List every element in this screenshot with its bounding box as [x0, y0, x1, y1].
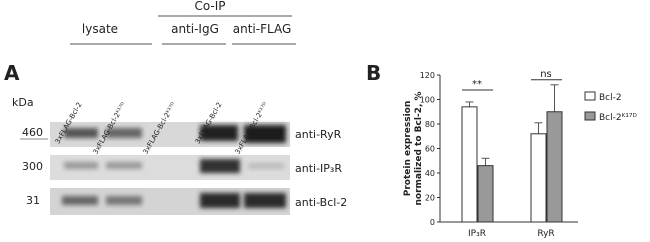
band	[200, 159, 240, 173]
group-label: anti-FLAG	[233, 22, 292, 36]
legend-swatch	[584, 91, 596, 101]
bar	[530, 133, 547, 223]
marker-label: 460	[22, 126, 43, 139]
band	[248, 163, 284, 169]
panel-b: B	[366, 61, 381, 85]
legend-label: Bcl-2	[599, 93, 622, 103]
band	[200, 125, 238, 141]
x-tick-label: IP₃R	[468, 229, 486, 239]
panel-a: A Co-IP lysate anti-IgG anti-FLAG kDa	[4, 0, 347, 215]
y-tick-label: 20	[425, 194, 435, 203]
co-ip-label: Co-IP	[194, 0, 225, 13]
significance-label: ns	[540, 69, 552, 80]
blot-label: anti-RyR	[295, 128, 342, 141]
significance-label: **	[472, 79, 482, 90]
y-tick-label: 120	[420, 71, 435, 80]
y-tick-label: 0	[430, 218, 435, 227]
group-label: anti-IgG	[171, 22, 219, 36]
blot-label: anti-Bcl-2	[295, 196, 347, 209]
y-tick-label: 80	[425, 120, 435, 129]
marker-label: 300	[22, 160, 43, 173]
y-axis-label: normalized to Bcl-2, %	[414, 91, 424, 205]
y-tick-label: 100	[420, 96, 435, 105]
band	[64, 162, 98, 169]
band	[106, 162, 142, 169]
band	[106, 196, 142, 205]
band	[200, 193, 240, 208]
band	[244, 193, 286, 208]
bar	[477, 165, 494, 223]
y-tick-label: 40	[425, 169, 435, 178]
bar	[546, 111, 563, 223]
group-label: lysate	[82, 22, 118, 36]
blots	[50, 122, 290, 215]
panel-letter: B	[366, 61, 381, 85]
legend-label: Bcl-2ᴷ¹⁷ᴰ	[599, 113, 638, 123]
blot-label: anti-IP₃R	[295, 162, 342, 175]
band	[244, 125, 286, 143]
y-tick-label: 60	[425, 145, 435, 154]
band	[64, 128, 98, 138]
band	[106, 128, 142, 138]
legend-swatch	[584, 111, 596, 121]
band	[62, 196, 98, 205]
y-axis-label: Protein expression	[403, 101, 413, 197]
bar	[461, 106, 478, 223]
kda-label: kDa	[12, 96, 34, 109]
marker-label: 31	[26, 194, 40, 207]
x-tick-label: RyR	[537, 229, 554, 239]
panel-letter: A	[4, 61, 20, 85]
